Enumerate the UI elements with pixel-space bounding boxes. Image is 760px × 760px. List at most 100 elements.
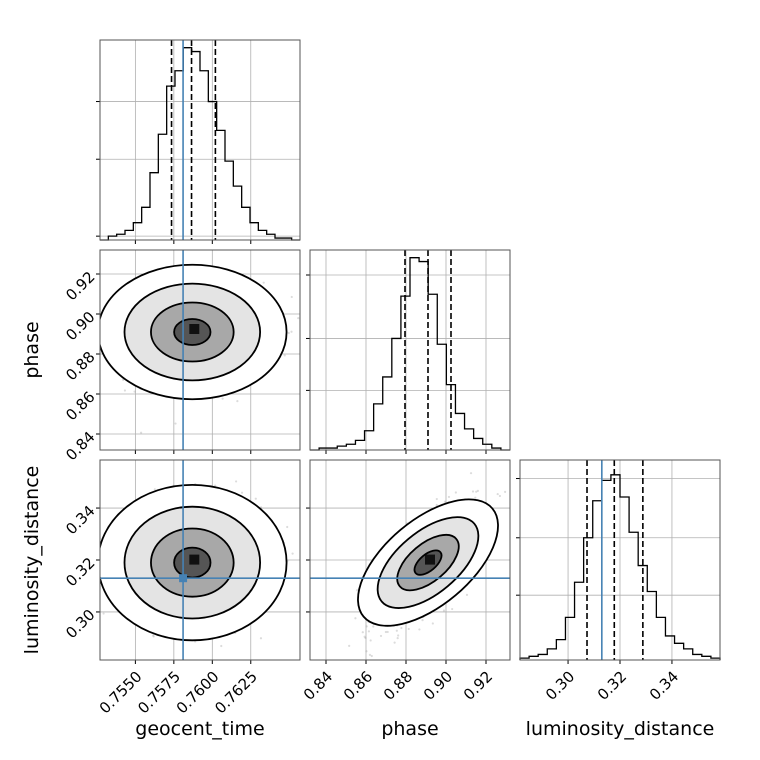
density-panel-geocent_time-luminosity_distance bbox=[96, 459, 313, 664]
sample-point bbox=[365, 650, 368, 653]
sample-point bbox=[475, 490, 478, 493]
sample-point bbox=[435, 503, 438, 507]
y-tick-label: 0.34 bbox=[62, 502, 98, 538]
x-tick-label: 0.90 bbox=[420, 668, 456, 704]
sample-point bbox=[290, 330, 293, 333]
sample-point bbox=[151, 634, 155, 637]
y-axis-label: phase bbox=[21, 321, 43, 378]
sample-point bbox=[361, 631, 364, 634]
y-tick-label: 0.88 bbox=[62, 348, 98, 384]
sample-point bbox=[447, 495, 451, 499]
sample-point bbox=[290, 295, 293, 299]
sample-point bbox=[469, 472, 473, 475]
sample-point bbox=[367, 630, 371, 633]
x-axis-label: geocent_time bbox=[135, 718, 264, 740]
panel-frame bbox=[99, 39, 301, 241]
contour-line bbox=[376, 516, 480, 609]
sample-point bbox=[435, 497, 438, 501]
sample-point bbox=[297, 316, 300, 320]
sample-point bbox=[123, 389, 127, 392]
x-tick-label: 0.30 bbox=[542, 668, 578, 704]
sample-point bbox=[133, 390, 136, 393]
y-tick-label: 0.90 bbox=[62, 308, 98, 344]
sample-point bbox=[240, 491, 244, 494]
sample-point bbox=[122, 378, 125, 382]
sample-point bbox=[348, 644, 351, 647]
histogram-luminosity_distance bbox=[519, 474, 721, 660]
density-peak bbox=[189, 324, 200, 334]
x-axis-label: luminosity_distance bbox=[526, 718, 715, 740]
y-tick-label: 0.32 bbox=[62, 554, 98, 590]
sample-point bbox=[363, 635, 366, 638]
density-panel-phase-luminosity_distance bbox=[306, 459, 511, 664]
x-tick-label: 0.7625 bbox=[211, 668, 261, 718]
sample-point bbox=[221, 397, 224, 400]
sample-point bbox=[139, 431, 143, 434]
density-peak bbox=[189, 554, 200, 565]
sample-point bbox=[451, 607, 454, 611]
contour-line bbox=[396, 533, 460, 592]
sample-point bbox=[431, 622, 434, 625]
sample-point bbox=[471, 490, 475, 493]
x-tick-label: 0.32 bbox=[594, 668, 630, 704]
contour-line bbox=[123, 282, 262, 382]
panel-content bbox=[100, 460, 313, 660]
sample-point bbox=[386, 630, 389, 634]
sample-point bbox=[254, 497, 257, 500]
sample-point bbox=[85, 384, 87, 386]
truth-marker bbox=[179, 574, 188, 583]
panel-content bbox=[310, 460, 510, 662]
sample-point bbox=[102, 612, 105, 615]
y-tick-label: 0.86 bbox=[62, 388, 98, 424]
histogram-phase bbox=[310, 257, 510, 451]
sample-point bbox=[418, 628, 421, 631]
y-tick-label: 0.92 bbox=[62, 268, 98, 304]
sample-point bbox=[236, 400, 239, 403]
sample-point bbox=[476, 489, 480, 492]
contour-line bbox=[173, 318, 212, 346]
sample-point bbox=[287, 331, 290, 335]
sample-point bbox=[354, 617, 357, 620]
sample-point bbox=[220, 644, 223, 648]
contour-line bbox=[357, 498, 499, 627]
x-axis-label: phase bbox=[381, 718, 438, 740]
panel-frame bbox=[519, 459, 721, 661]
sample-point bbox=[234, 480, 238, 483]
sample-point bbox=[364, 636, 367, 640]
sample-point bbox=[283, 354, 286, 357]
density-peak bbox=[425, 554, 435, 565]
panel-content bbox=[58, 250, 300, 450]
sample-point bbox=[370, 654, 373, 658]
sample-point bbox=[421, 619, 424, 622]
panel-frame bbox=[99, 249, 301, 451]
x-tick-label: 0.34 bbox=[646, 668, 682, 704]
sample-point bbox=[372, 625, 375, 628]
sample-point bbox=[393, 641, 396, 644]
sample-point bbox=[504, 490, 507, 493]
sample-point bbox=[311, 497, 313, 499]
histogram-geocent_time bbox=[100, 47, 300, 241]
sample-point bbox=[58, 325, 60, 327]
density-panel-geocent_time-phase bbox=[58, 249, 301, 454]
y-tick-label: 0.84 bbox=[62, 428, 98, 464]
sample-point bbox=[407, 627, 410, 631]
y-axis-label: luminosity_distance bbox=[21, 466, 43, 655]
sample-point bbox=[262, 281, 265, 284]
x-tick-label: 0.86 bbox=[340, 668, 376, 704]
panel-frame bbox=[309, 459, 511, 661]
hist-panel-geocent_time bbox=[96, 39, 301, 244]
contour-line bbox=[123, 505, 262, 620]
sample-point bbox=[291, 552, 294, 555]
hist-panel-phase bbox=[306, 249, 511, 454]
sample-point bbox=[474, 496, 477, 499]
hist-panel-luminosity_distance bbox=[516, 459, 721, 664]
contour-line bbox=[100, 483, 288, 642]
sample-point bbox=[400, 626, 403, 630]
contour-line bbox=[150, 527, 235, 598]
sample-point bbox=[442, 609, 446, 612]
x-tick-label: 0.92 bbox=[460, 668, 496, 704]
sample-point bbox=[174, 422, 177, 425]
sample-point bbox=[342, 660, 344, 662]
contour-line bbox=[413, 549, 443, 576]
panel-frame bbox=[99, 459, 301, 661]
